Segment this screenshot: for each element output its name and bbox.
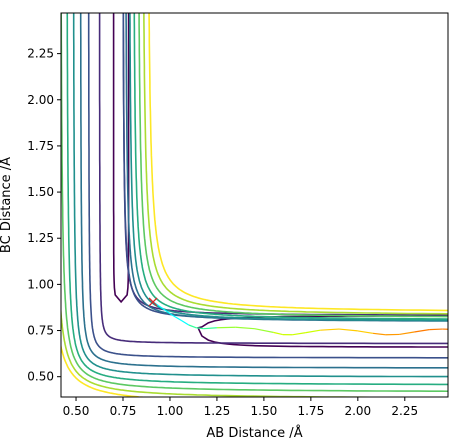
trajectory-segment — [414, 329, 430, 333]
trajectory-segment — [216, 326, 236, 329]
trajectory-segment — [235, 326, 255, 330]
x-tick-label: 0.50 — [63, 404, 90, 418]
x-tick-label: 1.50 — [251, 404, 278, 418]
contour-line — [138, 13, 448, 318]
y-tick-label: 1.50 — [27, 185, 54, 199]
trajectory-segment — [188, 324, 197, 329]
trajectory-segment — [372, 332, 387, 336]
contour-line — [61, 302, 448, 397]
trajectory-segment — [180, 319, 190, 326]
contour-line — [72, 13, 448, 378]
contour-lines — [61, 13, 448, 397]
y-axis-label: BC Distance /Å — [0, 157, 14, 253]
contour-line — [122, 13, 448, 316]
y-tick-label: 2.00 — [27, 93, 54, 107]
x-tick-label: 1.25 — [204, 404, 231, 418]
trajectory-segment — [291, 332, 306, 336]
x-tick-label: 0.75 — [110, 404, 137, 418]
y-tick-label: 1.25 — [27, 231, 54, 245]
x-tick-label: 2.00 — [344, 404, 371, 418]
y-tick-label: 2.25 — [27, 47, 54, 61]
contour-line — [61, 343, 150, 397]
trajectory-segment — [305, 329, 321, 334]
trajectory-segment — [171, 314, 182, 321]
x-axis-label: AB Distance /Å — [206, 425, 302, 441]
contour-line — [143, 13, 448, 315]
contour-line — [148, 13, 448, 312]
trajectory-segment — [338, 328, 358, 332]
trajectory-segment — [429, 328, 443, 331]
contour-line — [133, 13, 448, 320]
contour-line — [79, 13, 448, 369]
x-tick-label: 1.00 — [157, 404, 184, 418]
y-tick-label: 0.50 — [27, 370, 54, 384]
contour-line — [129, 13, 448, 322]
trajectory-segment — [162, 307, 173, 316]
y-tick-label: 1.00 — [27, 277, 54, 291]
trajectory-segment — [320, 328, 340, 331]
plot-frame — [60, 12, 449, 398]
x-tick-label: 1.75 — [297, 404, 324, 418]
start-point-marker — [148, 297, 158, 307]
contour-line — [61, 13, 448, 393]
contour-line — [98, 13, 448, 345]
y-tick-label: 0.75 — [27, 324, 54, 338]
trajectory-segment — [196, 327, 204, 330]
contour-line — [125, 13, 448, 322]
marker-stroke — [148, 297, 158, 307]
trajectory-segment — [273, 331, 283, 336]
y-axis: 0.50 0.75 1.00 1.25 1.50 1.75 2.00 2.25 — [27, 47, 61, 384]
trajectory-segment — [399, 331, 415, 336]
trajectory-segment — [203, 327, 217, 330]
trajectory-segment — [357, 330, 373, 334]
contour-line — [87, 13, 448, 359]
contour-line — [66, 13, 448, 386]
contour-line — [122, 13, 448, 321]
trajectory-path — [152, 301, 448, 336]
trajectory-segment — [254, 328, 274, 333]
contour-line — [112, 13, 130, 304]
y-tick-label: 1.75 — [27, 139, 54, 153]
x-axis: 0.50 0.75 1.00 1.25 1.50 1.75 2.00 2.25 — [63, 397, 418, 418]
x-tick-label: 2.25 — [391, 404, 418, 418]
